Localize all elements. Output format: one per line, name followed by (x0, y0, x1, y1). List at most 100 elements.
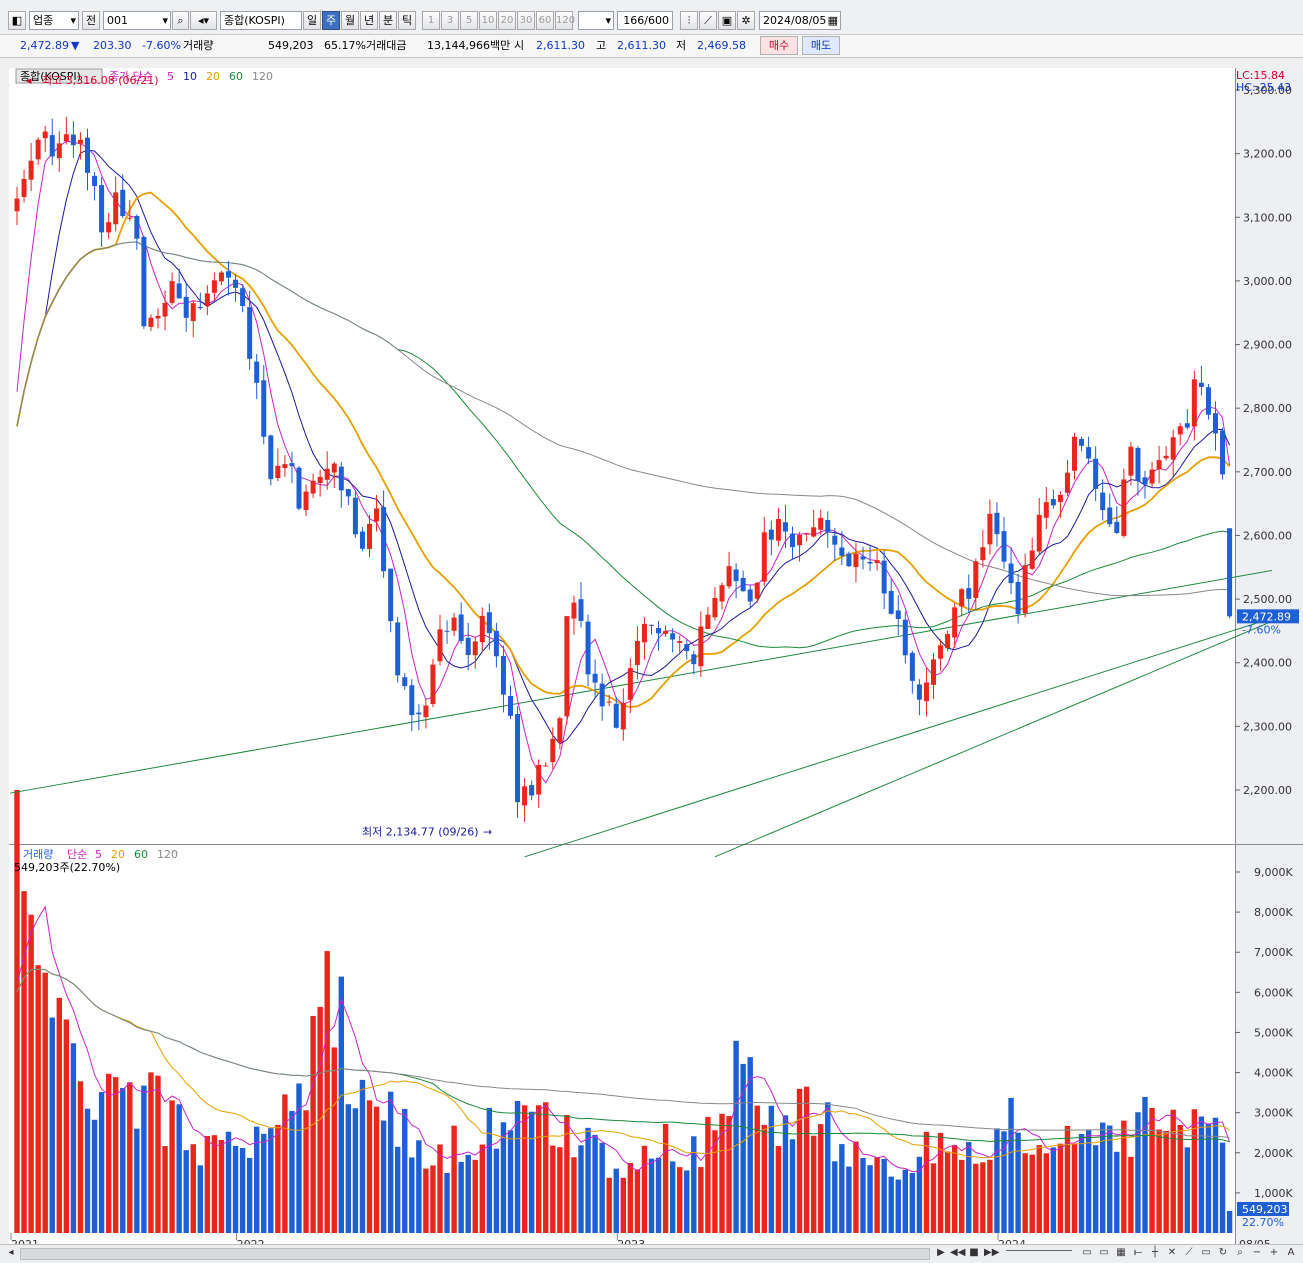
volume-bar (232, 1145, 239, 1233)
candle-body (529, 785, 535, 796)
volume-bar (105, 1073, 112, 1233)
interval-custom-input[interactable]: ▾ (578, 11, 614, 30)
stop-icon[interactable]: ■ (969, 1247, 979, 1258)
candle-body (162, 302, 168, 317)
grid-icon[interactable]: ▦ (1116, 1247, 1126, 1258)
price-volume-chart[interactable]: 3,300.00 3,200.00 3,100.00 3,000.00 2,900.00… (9, 59, 1303, 1262)
interval-button[interactable]: 10 (479, 11, 497, 30)
period-tab[interactable]: 분 (379, 11, 397, 30)
volume-bar (56, 997, 62, 1233)
volume-bar (1107, 1125, 1113, 1233)
interval-button[interactable]: 20 (498, 11, 516, 30)
plot-background (9, 68, 1235, 1253)
volume-tick-label: 2,000K (1254, 1147, 1293, 1160)
prev-button[interactable]: 전 (82, 11, 100, 30)
refresh-icon[interactable]: ↻ (1218, 1247, 1228, 1258)
rewind-icon[interactable]: ◀◀ (950, 1247, 966, 1258)
save-icon[interactable]: ▣ (718, 11, 736, 30)
window-icon[interactable]: ▭ (1082, 1247, 1092, 1258)
volume-bar (486, 1107, 493, 1233)
scroll-track[interactable] (20, 1248, 930, 1260)
candle-body (1072, 436, 1077, 471)
volume-bar (254, 1126, 260, 1233)
search-icon[interactable]: ⌕ (172, 11, 189, 30)
candle-body (500, 655, 506, 695)
volume-bar (684, 1170, 690, 1233)
candle-body (522, 786, 528, 806)
period-tab[interactable]: 틱 (398, 11, 416, 30)
volume-tick-label: 4,000K (1254, 1067, 1293, 1080)
crosshair-icon[interactable]: ┼ (1151, 1247, 1159, 1258)
window-icon[interactable]: ▭ (1099, 1247, 1109, 1258)
interval-button[interactable]: 120 (555, 11, 575, 30)
candle-body (155, 315, 161, 319)
buy-button[interactable]: 매수 (760, 36, 798, 55)
candle-body (1213, 413, 1218, 434)
candle-body (867, 561, 873, 564)
candle-body (1198, 382, 1204, 387)
candle-body (388, 568, 394, 622)
window-menu-icon[interactable]: ◧ (8, 11, 26, 30)
interval-button[interactable]: 60 (536, 11, 554, 30)
quote-bar: 2,472.89 ▼ 203.30 -7.60% 거래량 549,203 65.… (0, 35, 1303, 58)
candle-body (585, 621, 591, 675)
zoom-in-icon[interactable]: + (1269, 1247, 1279, 1258)
fast-forward-icon[interactable]: ▶▶ (984, 1247, 1000, 1258)
volume-bar (669, 1161, 676, 1233)
candle-body (324, 468, 330, 480)
volume-ratio: 65.17% (324, 39, 366, 52)
measure-icon[interactable]: ⟝ (1133, 1247, 1143, 1258)
speaker-icon[interactable]: ◂▾ (190, 11, 217, 30)
candle-body (832, 535, 838, 545)
volume-bar (853, 1141, 859, 1233)
candle-body (56, 143, 62, 159)
volume-bar (218, 1140, 225, 1233)
scroll-left-icon[interactable]: ◂ (8, 1247, 14, 1258)
volume-bar (77, 1081, 84, 1233)
index-name-field[interactable]: 종합(KOSPI) (220, 11, 302, 30)
period-tab[interactable]: 월 (341, 11, 359, 30)
window-icon[interactable]: ▭ (1201, 1247, 1211, 1258)
period-tab[interactable]: 년 (360, 11, 378, 30)
line-tool-icon[interactable]: ⟋ (1185, 1247, 1193, 1258)
trend-line (9, 569, 1272, 794)
candle-body (874, 560, 880, 564)
search-icon[interactable]: ⌕ (1237, 1247, 1243, 1258)
interval-button[interactable]: 5 (460, 11, 478, 30)
volume-bar (775, 1145, 782, 1233)
volume-bar (98, 1092, 105, 1233)
volume-bar (148, 1072, 154, 1233)
candle-body (1128, 446, 1134, 476)
volume-tick-label: 7,000K (1254, 946, 1293, 959)
volume-bar (1001, 1131, 1007, 1233)
font-size-icon[interactable]: A (1287, 1247, 1295, 1258)
zoom-out-icon[interactable]: − (1252, 1247, 1262, 1258)
code-input[interactable]: 001 ▾ (103, 11, 171, 30)
interval-button[interactable]: 1 (422, 11, 440, 30)
candle-body (571, 602, 577, 619)
market-select[interactable]: 업종 ▾ (29, 11, 79, 30)
volume-bar (1170, 1109, 1176, 1233)
candle-type-icon[interactable]: ⫶ (680, 11, 698, 30)
candle-body (740, 577, 746, 592)
candle-body (226, 271, 231, 278)
zoom-slider[interactable] (1006, 1250, 1072, 1255)
interval-button[interactable]: 3 (441, 11, 459, 30)
index-name-label: 종합(KOSPI) (20, 70, 81, 83)
volume-bar (740, 1063, 746, 1233)
cross-icon[interactable]: ✕ (1167, 1247, 1177, 1258)
period-tab[interactable]: 주 (322, 11, 340, 30)
volume-bar (888, 1176, 894, 1233)
period-tab[interactable]: 일 (303, 11, 321, 30)
play-icon[interactable]: ▶ (937, 1247, 945, 1258)
line-tool-icon[interactable]: ⟋ (699, 11, 717, 30)
volume-bar (521, 1105, 528, 1233)
gear-icon[interactable]: ✲ (737, 11, 755, 30)
volume-legend-item: 60 (134, 848, 148, 861)
candle-body (197, 306, 203, 309)
candle-body (684, 644, 690, 652)
interval-button[interactable]: 30 (517, 11, 535, 30)
date-input[interactable]: 2024/08/05 ▦ (759, 11, 841, 30)
chevron-down-icon: ▾ (70, 14, 76, 27)
sell-button[interactable]: 매도 (802, 36, 840, 55)
